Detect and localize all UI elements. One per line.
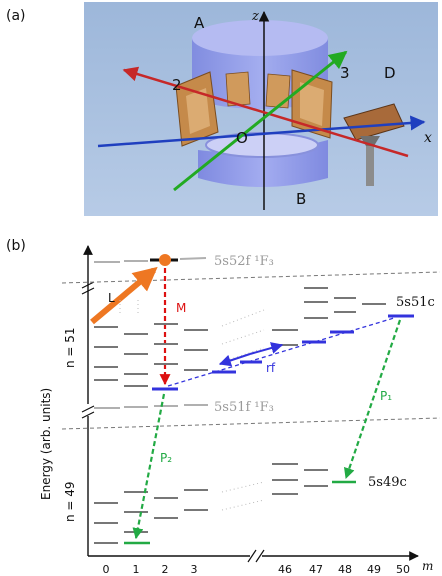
rf-path [167,317,395,387]
tick-3: 3 [191,563,198,576]
tick-2: 2 [162,563,169,576]
origin-label: O [236,129,248,147]
rf-arrow-right [249,342,284,355]
tick-50: 50 [396,563,410,576]
copper-electrode-inner [225,71,291,109]
n49-levels [94,463,328,544]
pulse-P2-label: P₂ [160,451,172,465]
rf-arrow-left [218,353,251,367]
laser-arrow [90,266,158,325]
axis-z-label: z [251,9,259,24]
state-mid-label: 5s51f ¹F₃ [214,400,274,415]
red-beam [122,66,409,158]
axis-break-lower [81,405,95,419]
separator-bottom [61,417,441,430]
rf-label: rf [266,361,276,375]
n51-levels [94,287,386,387]
tag-D: D [384,64,396,82]
state-52f-levels [94,257,207,263]
state-49c-label: 5s49c [368,475,407,490]
electrode-A-top [192,20,328,56]
tag-B: B [296,190,306,208]
pulse-P2-arrow [132,393,166,540]
tag-A: A [194,14,205,32]
panel-a-label: (a) [6,8,26,24]
filler-dots [119,300,265,511]
m-axis-label: m [422,559,433,573]
state-top-label: 5s52f ¹F₃ [214,254,274,269]
panel-b-label: (b) [6,238,26,254]
atom-dot [159,254,171,266]
tick-0: 0 [103,563,110,576]
state-51f-levels [94,404,208,409]
tick-1: 1 [133,563,140,576]
tag-2: 2 [172,76,182,94]
apparatus-illustration: z x O A B D 2 3 [84,2,438,216]
axis-x-label: x [424,130,432,146]
axis-break-upper [81,281,95,295]
laser-label: L [108,291,115,305]
m-axis-break [247,549,265,563]
tick-48: 48 [338,563,352,576]
n49-label: n = 49 [63,481,77,522]
tick-46: 46 [278,563,292,576]
energy-level-diagram: 0 1 2 3 46 47 48 49 50 m Energy (arb. un… [39,245,441,576]
tick-49: 49 [367,563,381,576]
pulse-P1-arrow [343,319,402,480]
energy-axis-label: Energy (arb. units) [39,388,53,500]
copper-electrode-2 [175,71,219,147]
x-axis [97,115,426,148]
tag-3: 3 [340,64,350,82]
pulse-P1-label: P₁ [380,389,392,403]
rf-levels [152,314,414,391]
separator-top [61,271,441,284]
m-tick-labels: 0 1 2 3 46 47 48 49 50 [103,563,411,576]
tick-47: 47 [309,563,323,576]
detector-D [343,103,405,186]
state-51c-label: 5s51c [396,295,435,310]
microwave-label: M [176,301,186,315]
n51-label: n = 51 [63,327,77,368]
green-beam [173,50,348,192]
